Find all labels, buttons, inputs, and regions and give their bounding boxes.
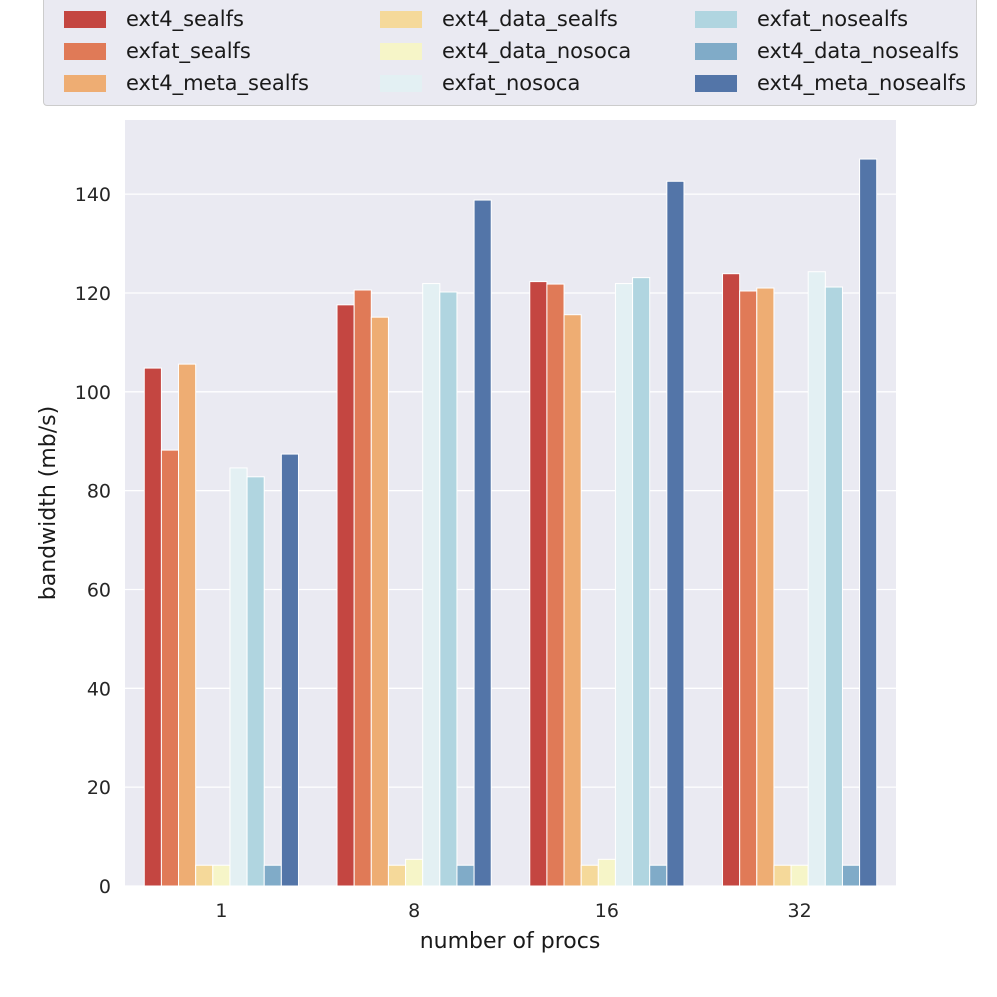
- y-tick-label: 60: [87, 579, 111, 601]
- bar-ext4-data-nosoca-16: [597, 858, 616, 887]
- x-tick-label: 32: [788, 900, 812, 922]
- bar-exfat-sealfs-8: [353, 289, 372, 887]
- bar-ext4-meta-nosealfs-32: [859, 158, 878, 887]
- bar-exfat-sealfs-16: [546, 283, 565, 887]
- legend-swatch: [380, 10, 422, 28]
- legend-swatch: [64, 42, 106, 60]
- legend-label: exfat_nosoca: [442, 71, 581, 95]
- legend-label: ext4_data_nosoca: [442, 39, 632, 63]
- legend-item-exfat-nosealfs: exfat_nosealfs: [695, 3, 908, 35]
- legend-swatch: [380, 42, 422, 60]
- bar-ext4-data-sealfs-32: [773, 864, 792, 887]
- bar-ext4-meta-nosealfs-8: [473, 199, 492, 887]
- y-tick-label: 80: [87, 481, 111, 503]
- bar-ext4-meta-nosealfs-1: [280, 453, 299, 887]
- legend-swatch: [695, 42, 737, 60]
- bar-ext4-data-sealfs-16: [580, 864, 599, 887]
- bar-ext4-meta-sealfs-32: [756, 287, 775, 887]
- legend-label: exfat_nosealfs: [757, 7, 909, 31]
- x-tick-label: 8: [408, 900, 420, 922]
- bar-ext4-sealfs-1: [143, 367, 162, 887]
- legend-item-exfat-sealfs: exfat_sealfs: [64, 35, 251, 67]
- y-tick-label: 0: [99, 876, 111, 898]
- legend-label: ext4_meta_nosealfs: [757, 71, 967, 95]
- bars: [143, 158, 878, 887]
- bar-ext4-data-nosoca-8: [405, 858, 424, 887]
- bar-exfat-sealfs-32: [739, 290, 758, 887]
- y-tick-label: 40: [87, 678, 111, 700]
- bar-ext4-data-nosealfs-16: [649, 864, 668, 887]
- bar-ext4-data-sealfs-8: [387, 864, 407, 887]
- legend-swatch: [380, 74, 422, 92]
- bar-exfat-nosoca-32: [807, 271, 826, 887]
- bar-exfat-nosealfs-16: [632, 277, 651, 887]
- legend-label: ext4_data_sealfs: [442, 7, 618, 31]
- y-tick-label: 140: [75, 184, 111, 206]
- bar-ext4-data-nosealfs-1: [263, 864, 282, 887]
- y-axis-label: bandwidth (mb/s): [36, 406, 61, 600]
- x-tick-label: 16: [595, 900, 619, 922]
- x-tick-labels: 1 8 16 32: [215, 900, 811, 922]
- x-tick-label: 1: [215, 900, 227, 922]
- bar-ext4-meta-sealfs-8: [370, 316, 389, 887]
- bar-ext4-data-nosealfs-32: [841, 864, 861, 887]
- legend-item-exfat-nosoca: exfat_nosoca: [380, 67, 580, 99]
- bar-ext4-meta-nosealfs-16: [666, 180, 685, 887]
- bar-ext4-meta-sealfs-1: [178, 363, 197, 887]
- legend-item-ext4-meta-sealfs: ext4_meta_sealfs: [64, 67, 309, 99]
- bar-exfat-nosoca-8: [422, 283, 441, 887]
- legend-item-ext4-data-sealfs: ext4_data_sealfs: [380, 3, 618, 35]
- legend-label: ext4_meta_sealfs: [126, 71, 309, 95]
- legend-swatch: [695, 74, 737, 92]
- legend-label: ext4_sealfs: [126, 7, 244, 31]
- bar-ext4-meta-sealfs-16: [563, 314, 582, 887]
- legend-swatch: [64, 10, 106, 28]
- legend-swatch: [695, 10, 737, 28]
- bar-ext4-sealfs-32: [722, 273, 741, 887]
- y-tick-label: 20: [87, 777, 111, 799]
- bar-ext4-data-nosoca-1: [212, 864, 231, 887]
- legend-item-ext4-data-nosoca: ext4_data_nosoca: [380, 35, 631, 67]
- legend-swatch: [64, 74, 106, 92]
- x-axis-label: number of procs: [420, 929, 601, 954]
- legend-item-ext4-data-nosealfs: ext4_data_nosealfs: [695, 35, 959, 67]
- bar-exfat-nosoca-1: [229, 467, 248, 887]
- bar-exfat-nosealfs-32: [824, 286, 843, 887]
- legend-item-ext4-sealfs: ext4_sealfs: [64, 3, 244, 35]
- y-tick-labels: 0 20 40 60 80 100 120 140: [75, 184, 111, 898]
- y-tick-label: 100: [75, 382, 111, 404]
- bar-ext4-data-nosealfs-8: [456, 864, 475, 887]
- legend-label: exfat_sealfs: [126, 39, 251, 63]
- legend-label: ext4_data_nosealfs: [757, 39, 959, 63]
- bar-ext4-sealfs-8: [336, 304, 355, 887]
- bar-ext4-sealfs-16: [529, 281, 548, 887]
- bar-exfat-nosealfs-8: [439, 291, 458, 887]
- legend: ext4_sealfs exfat_sealfs ext4_meta_sealfs e…: [43, 0, 977, 106]
- legend-item-ext4-meta-nosealfs: ext4_meta_nosealfs: [695, 67, 966, 99]
- bar-exfat-sealfs-1: [160, 449, 180, 887]
- bar-ext4-data-nosoca-32: [790, 864, 809, 887]
- bar-exfat-nosealfs-1: [246, 476, 265, 887]
- bar-ext4-data-sealfs-1: [195, 864, 214, 887]
- bar-exfat-nosoca-16: [614, 283, 634, 887]
- y-tick-label: 120: [75, 283, 111, 305]
